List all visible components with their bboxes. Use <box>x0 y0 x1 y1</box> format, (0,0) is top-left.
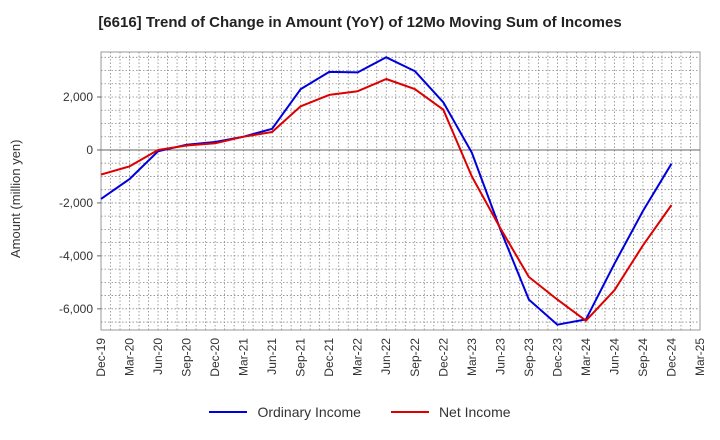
x-tick-label: Mar-20 <box>123 338 137 376</box>
x-tick-label: Mar-25 <box>693 338 707 376</box>
x-tick-label: Dec-19 <box>94 338 108 377</box>
x-tick-label: Sep-24 <box>636 338 650 377</box>
grid <box>100 51 701 331</box>
x-tick-label: Jun-24 <box>607 338 621 375</box>
x-tick-label: Sep-22 <box>408 338 422 377</box>
y-tick-label: 2,000 <box>63 90 93 104</box>
x-tick-label: Mar-22 <box>351 338 365 376</box>
chart-title: [6616] Trend of Change in Amount (YoY) o… <box>98 14 622 31</box>
legend-label-net-income: Net Income <box>438 404 511 420</box>
x-tick-label: Mar-24 <box>579 338 593 376</box>
series-lines <box>100 56 673 326</box>
x-tick-label: Mar-23 <box>465 338 479 376</box>
x-tick-label: Jun-22 <box>379 338 393 375</box>
x-tick-label: Dec-21 <box>322 338 336 377</box>
legend: Ordinary Income Net Income <box>0 404 720 420</box>
legend-item-ordinary-income: Ordinary Income <box>209 404 361 420</box>
x-tick-label: Jun-23 <box>493 338 507 375</box>
line-chart: Dec-19 Mar-20 Jun-20 Sep-20 Dec-20 Mar-21 Jun-… <box>59 51 707 377</box>
x-tick-label: Jun-21 <box>265 338 279 375</box>
legend-item-net-income: Net Income <box>390 404 511 420</box>
x-tick-label: Sep-20 <box>180 338 194 377</box>
x-tick-label: Mar-21 <box>237 338 251 376</box>
plot-frame <box>100 51 701 331</box>
x-tick-label: Dec-20 <box>208 338 222 377</box>
x-tick-labels: Dec-19 Mar-20 Jun-20 Sep-20 Dec-20 Mar-21 Jun-… <box>94 338 707 377</box>
y-tick-label: -2,000 <box>59 196 93 210</box>
legend-swatch-net-income <box>390 411 429 413</box>
x-tick-label: Dec-23 <box>550 338 564 377</box>
y-tick-labels: -6,000 -4,000 -2,000 0 2,000 <box>59 90 101 316</box>
y-tick-label: -4,000 <box>59 249 93 263</box>
legend-label-ordinary-income: Ordinary Income <box>257 404 361 420</box>
y-tick-label: 0 <box>86 143 93 157</box>
x-tick-label: Dec-24 <box>664 338 678 377</box>
y-tick-label: -6,000 <box>59 302 93 316</box>
legend-swatch-ordinary-income <box>209 411 248 413</box>
x-tick-label: Sep-21 <box>294 338 308 377</box>
x-tick-label: Dec-22 <box>436 338 450 377</box>
x-tick-label: Sep-23 <box>522 338 536 377</box>
x-tick-label: Jun-20 <box>151 338 165 375</box>
series-line-net-income <box>100 78 673 322</box>
